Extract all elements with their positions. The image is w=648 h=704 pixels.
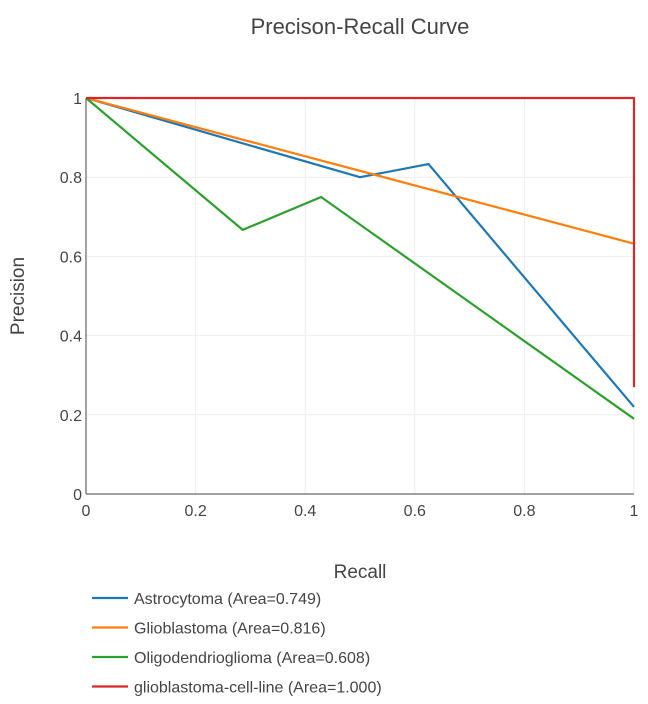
y-tick-label: 0.4 — [60, 329, 82, 346]
series-lines — [85, 96, 636, 420]
y-tick-label: 0.8 — [60, 170, 82, 187]
legend-item: Glioblastoma (Area=0.816) — [92, 621, 326, 638]
x-tick-labels: 0 0.2 0.4 0.6 0.8 1 — [82, 503, 639, 520]
x-tick-label: 1 — [630, 503, 639, 520]
axes — [85, 98, 634, 495]
x-tick-label: 0 — [82, 503, 91, 520]
series-line — [86, 96, 636, 388]
series-line — [85, 96, 635, 245]
series-line — [85, 97, 635, 420]
x-axis-label: Recall — [334, 562, 387, 583]
legend-label: Oligodendrioglioma (Area=0.608) — [134, 650, 370, 667]
legend-label: glioblastoma-cell-line (Area=1.000) — [134, 680, 382, 697]
y-tick-label: 1 — [73, 91, 82, 108]
legend: Astrocytoma (Area=0.749) Glioblastoma (Ar… — [92, 591, 382, 697]
y-tick-label: 0.2 — [60, 408, 82, 425]
y-tick-labels: 0 0.2 0.4 0.6 0.8 1 — [60, 91, 82, 504]
chart-title: Precison-Recall Curve — [251, 14, 470, 39]
y-tick-label: 0.6 — [60, 249, 82, 266]
x-tick-label: 0.8 — [513, 503, 535, 520]
legend-item: glioblastoma-cell-line (Area=1.000) — [92, 680, 382, 697]
x-tick-label: 0.6 — [404, 503, 426, 520]
x-tick-label: 0.4 — [294, 503, 316, 520]
legend-label: Glioblastoma (Area=0.816) — [134, 621, 326, 638]
legend-label: Astrocytoma (Area=0.749) — [134, 591, 321, 608]
legend-item: Astrocytoma (Area=0.749) — [92, 591, 321, 608]
series-line — [85, 96, 635, 408]
x-tick-label: 0.2 — [184, 503, 206, 520]
y-tick-label: 0 — [73, 487, 82, 504]
y-axis-label: Precision — [8, 257, 29, 335]
grid-lines — [86, 97, 635, 494]
legend-item: Oligodendrioglioma (Area=0.608) — [92, 650, 370, 667]
